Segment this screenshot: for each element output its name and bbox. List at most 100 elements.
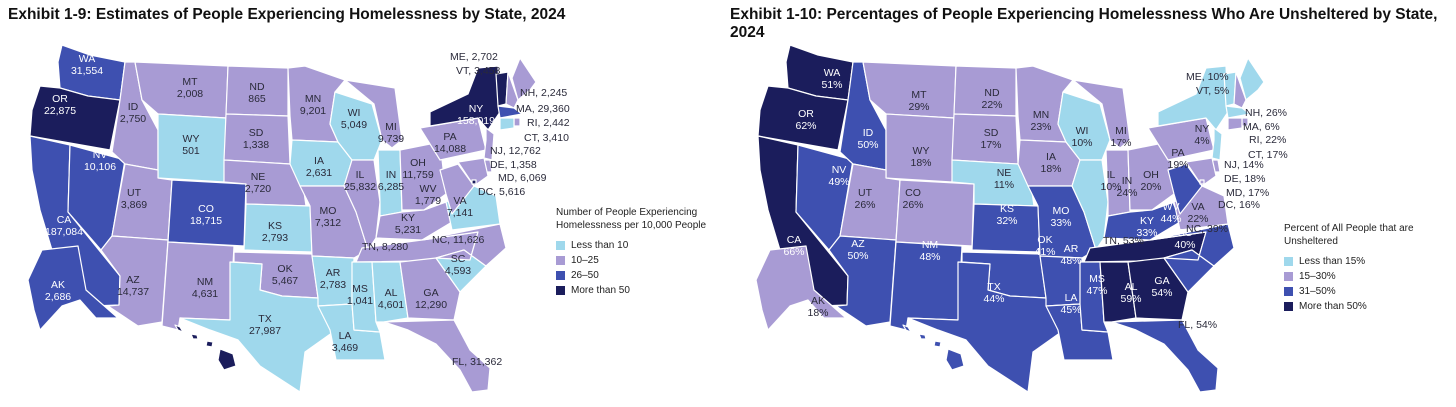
state-code: MT: [182, 76, 198, 88]
state-code: MS: [1089, 273, 1105, 285]
state-label-ct: CT, 17%: [1248, 149, 1288, 161]
state-nc: [1149, 223, 1235, 267]
state-code: AK: [811, 295, 825, 307]
state-code: MO: [320, 205, 337, 217]
state-code: WI: [348, 107, 361, 119]
state-code: PA: [1171, 147, 1184, 159]
state-code: OK: [1037, 234, 1052, 246]
state-value: 32%: [996, 215, 1017, 227]
state-md: [1185, 157, 1217, 187]
state-tx: [179, 261, 337, 393]
state-label-wv: WV 1,779: [415, 183, 441, 207]
state-label-az: AZ 50%: [847, 238, 868, 262]
state-code: LA: [1065, 292, 1078, 304]
state-value: 24%: [1116, 187, 1137, 199]
state-label-il: IL 10%: [1100, 169, 1121, 193]
state-label-co: CO 26%: [902, 187, 923, 211]
state-value: 29%: [908, 101, 929, 113]
state-label-al: AL 59%: [1120, 281, 1141, 305]
state-mi: [344, 79, 403, 149]
state-label-la: LA 3,469: [332, 330, 358, 354]
state-label-nv: NV 49%: [828, 164, 849, 188]
state-label-il: IL 25,832: [344, 169, 376, 193]
state-label-nd: ND 865: [248, 81, 266, 105]
state-value: 18%: [910, 157, 931, 169]
state-label-ma: MA, 29,360: [516, 103, 570, 115]
state-value: 12,290: [415, 299, 447, 311]
state-value: 10,106: [84, 161, 116, 173]
state-code: ND: [249, 81, 265, 93]
state-label-ia: IA 2,631: [306, 155, 332, 179]
state-code: GA: [1154, 275, 1169, 287]
state-code: CA: [787, 234, 802, 246]
state-nc: [421, 223, 507, 267]
legend-item-more-than-50: More than 50%: [1284, 299, 1454, 314]
state-value: 47%: [1086, 285, 1107, 297]
state-value: 40%: [1174, 239, 1195, 251]
state-value: 17%: [1110, 137, 1131, 149]
state-code: NE: [997, 167, 1012, 179]
legend-item-10-25: 10–25: [556, 253, 726, 268]
state-value: 11,637: [174, 369, 205, 381]
state-code: MN: [305, 93, 321, 105]
state-value: 49%: [828, 176, 849, 188]
state-ak: [27, 245, 119, 331]
state-label-sd: SD 1,338: [243, 127, 269, 151]
state-label-in: IN 6,285: [378, 169, 404, 193]
state-me: [1239, 57, 1265, 101]
state-label-ma: MA, 6%: [1243, 121, 1280, 133]
state-nj: [483, 127, 495, 161]
legend-swatch: [556, 271, 565, 280]
state-value: 14,737: [117, 286, 149, 298]
state-label-ar: AR 48%: [1060, 243, 1081, 267]
state-label-wy: WY 18%: [910, 145, 931, 169]
state-code: SD: [249, 127, 264, 139]
state-label-sc: SC 40%: [1174, 227, 1195, 251]
state-code: TX: [987, 281, 1000, 293]
state-value: 45%: [1060, 304, 1081, 316]
state-value: 4,593: [445, 265, 471, 277]
state-me: [511, 57, 537, 101]
state-value: 1,338: [243, 139, 269, 151]
state-or: [29, 85, 121, 151]
state-value: 7,141: [447, 207, 473, 219]
state-code: VA: [453, 195, 466, 207]
state-tx: [907, 261, 1065, 393]
state-label-vt: VT, 5%: [1196, 85, 1229, 97]
state-label-nh: NH, 2,245: [520, 87, 567, 99]
state-label-ut: UT 3,869: [121, 187, 147, 211]
state-code: HI: [185, 357, 196, 369]
state-label-ky: KY 33%: [1136, 215, 1157, 239]
state-value: 2,793: [262, 232, 288, 244]
state-value: 4%: [1194, 135, 1209, 147]
legend-swatch: [1284, 287, 1293, 296]
state-label-md: MD, 17%: [1226, 187, 1269, 199]
state-label-ca: CA 66%: [783, 234, 804, 258]
state-value: 7,312: [315, 217, 341, 229]
state-label-wa: WA 51%: [821, 67, 842, 91]
state-value: 27,987: [249, 325, 281, 337]
state-code: TX: [258, 313, 271, 325]
legend-swatch: [556, 256, 565, 265]
state-value: 48%: [1060, 255, 1081, 267]
state-value: 59%: [1120, 293, 1141, 305]
state-code: AZ: [851, 238, 865, 250]
state-label-ok: OK 5,467: [272, 263, 298, 287]
state-label-mo: MO 7,312: [315, 205, 341, 229]
state-code: KS: [268, 220, 282, 232]
state-label-la: LA 45%: [1060, 292, 1081, 316]
state-label-dc: DC, 5,616: [478, 186, 525, 198]
state-value: 9,739: [378, 133, 404, 145]
state-value: 3,869: [121, 199, 147, 211]
state-code: WA: [824, 67, 841, 79]
state-wv: [1167, 163, 1203, 215]
exhibit-1-10-title: Exhibit 1-10: Percentages of People Expe…: [730, 6, 1438, 41]
state-code: IL: [356, 169, 365, 181]
state-ky: [375, 201, 453, 241]
state-label-me: ME, 2,702: [450, 51, 498, 63]
state-il: [1071, 159, 1109, 251]
state-value: 31,554: [71, 65, 103, 77]
state-value: 1,041: [347, 295, 373, 307]
legend-swatch: [556, 241, 565, 250]
states-layer: WA 51%OR 62%CA 66%NV 49%ID 50%MT 29%WY 18%UT 26%…: [755, 44, 1288, 399]
